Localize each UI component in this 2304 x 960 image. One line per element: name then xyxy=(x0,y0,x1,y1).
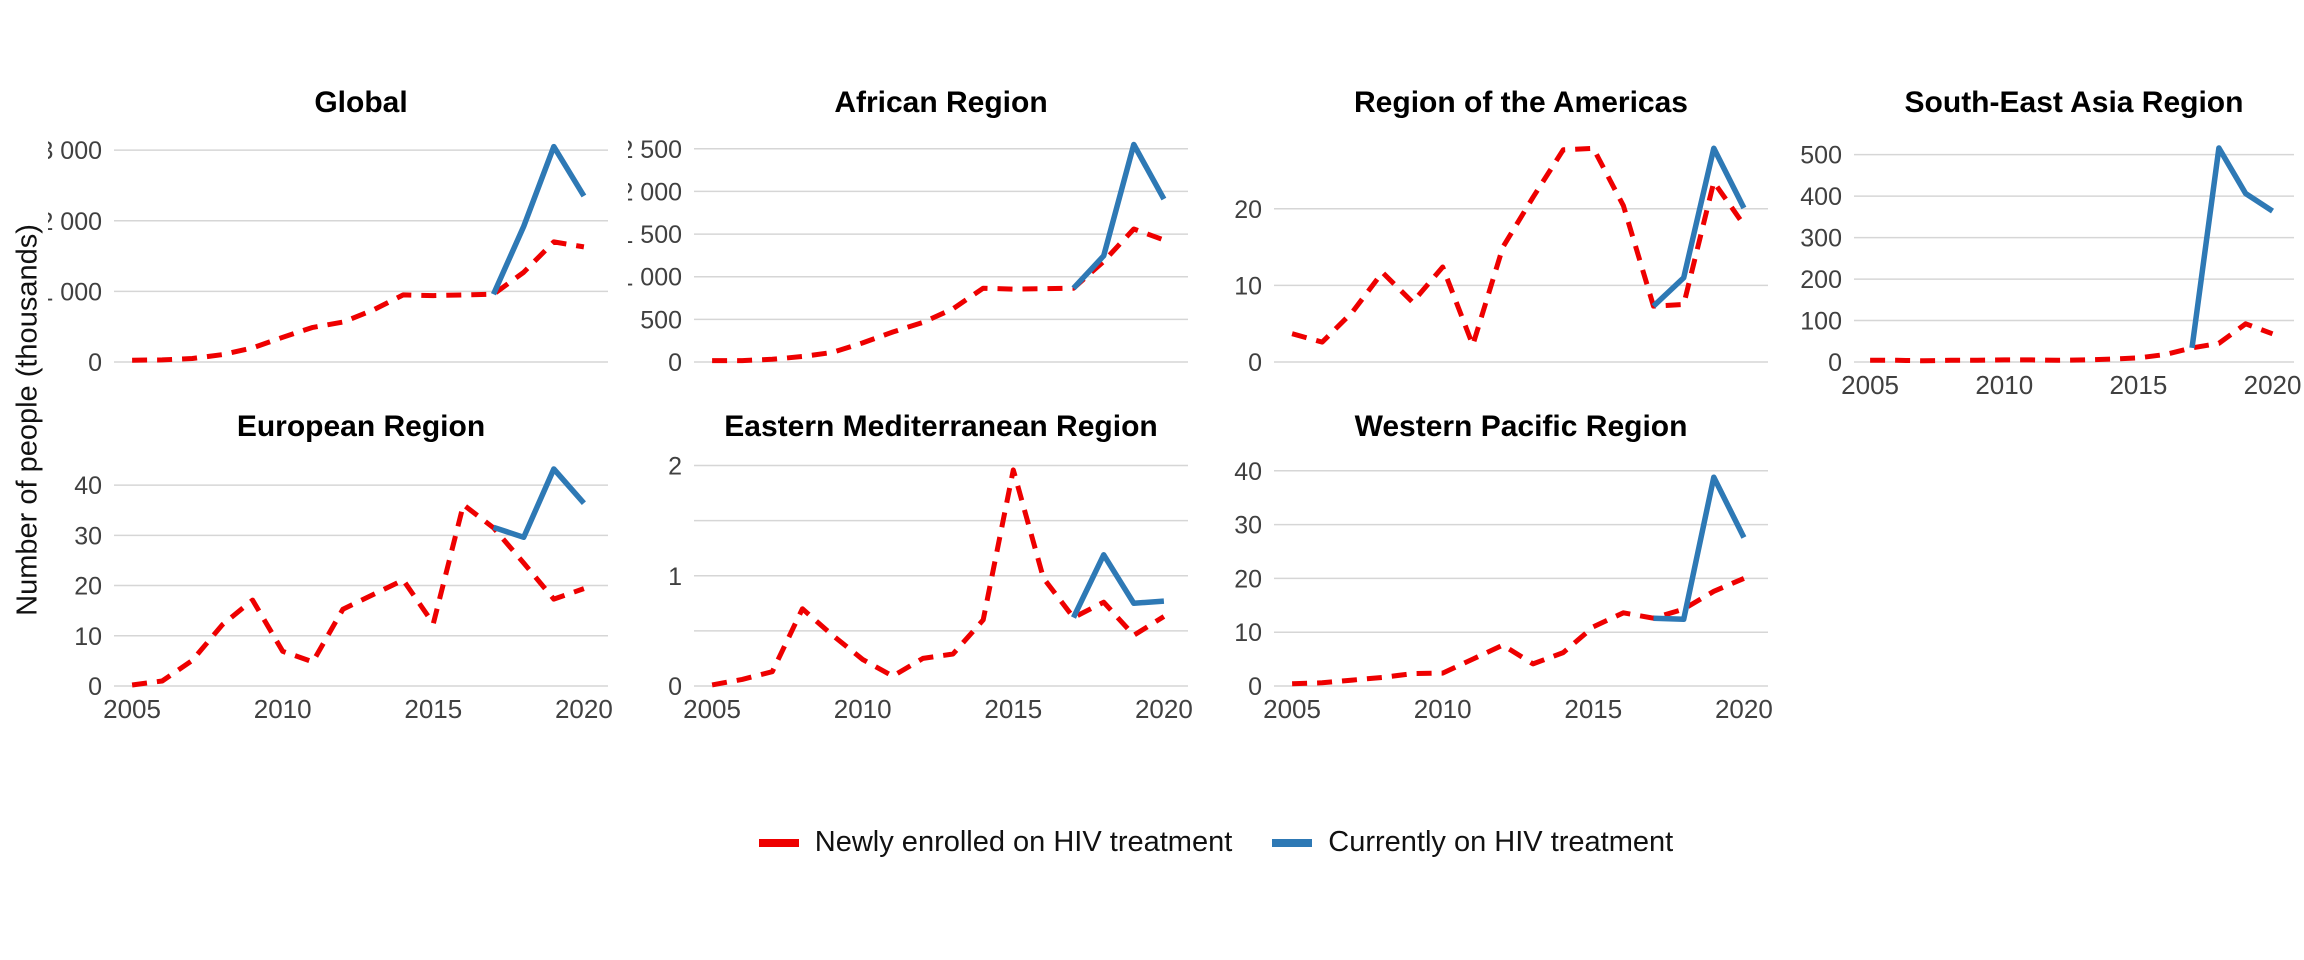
y-tick-label: 500 xyxy=(640,306,682,334)
panel-south-east-asia-region: South-East Asia Region 0 100 200 300 400 500 20… xyxy=(1788,84,2304,415)
y-tick-label: 40 xyxy=(1234,458,1262,486)
x-tick-label: 2005 xyxy=(683,694,741,724)
series-currently-on-treatment xyxy=(492,466,586,541)
series-currently-on-treatment xyxy=(2189,145,2275,349)
panel-chart: 0 10 20 xyxy=(1234,145,1768,377)
panel-title: South-East Asia Region xyxy=(1904,86,2244,119)
legend-key-currently-on-treatment xyxy=(1272,838,1313,847)
y-tick-label: 20 xyxy=(1234,196,1262,224)
x-tick-label: 2010 xyxy=(1414,694,1472,724)
y-tick-label: 20 xyxy=(74,573,102,601)
panel-chart: 0 1 2 2005 2010 2015 2020 xyxy=(668,453,1193,724)
y-tick-label: 0 xyxy=(668,673,682,701)
x-tick-label: 2015 xyxy=(404,694,462,724)
series-currently-on-treatment xyxy=(1071,141,1167,291)
y-tick-label: 1 000 xyxy=(48,278,102,306)
y-axis-label: Number of people (thousands) xyxy=(11,224,44,616)
panel-title: Global xyxy=(314,86,408,119)
y-tick-label: 2 000 xyxy=(628,178,682,206)
y-tick-label: 10 xyxy=(1234,272,1262,300)
y-tick-label: 40 xyxy=(74,472,102,500)
panel-title: African Region xyxy=(834,86,1048,119)
series-newly-enrolled xyxy=(711,467,1166,688)
y-tick-label: 0 xyxy=(1248,673,1262,701)
series-newly-enrolled xyxy=(1292,576,1745,687)
series-currently-on-treatment xyxy=(490,143,587,296)
x-tick-label: 2020 xyxy=(1715,694,1773,724)
panel-african-region: African Region 0 500 1 000 1 500 2 000 2 500 xyxy=(619,84,1198,379)
panel-chart: 0 1 000 2 000 3 000 xyxy=(39,137,608,377)
y-tick-label: 1 xyxy=(668,563,682,591)
y-tick-label: 2 000 xyxy=(48,208,102,236)
y-tick-label: 0 xyxy=(668,349,682,374)
series-newly-enrolled xyxy=(132,239,585,363)
panel-title: Eastern Mediterranean Region xyxy=(724,410,1158,443)
panel-title: Region of the Americas xyxy=(1354,86,1688,119)
x-tick-label: 2010 xyxy=(834,694,892,724)
y-tick-label: 0 xyxy=(88,673,102,701)
panel-chart: 0 500 1 000 1 500 2 000 2 500 xyxy=(619,136,1188,377)
x-tick-label: 2010 xyxy=(1975,370,2033,400)
legend-key-newly-enrolled xyxy=(758,838,799,847)
panel-chart: 0 10 20 30 40 2005 2010 2015 2020 xyxy=(74,466,613,724)
x-tick-label: 2020 xyxy=(555,694,613,724)
y-tick-label: 20 xyxy=(1234,565,1262,593)
x-tick-label: 2005 xyxy=(103,694,161,724)
legend-label-newly-enrolled: Newly enrolled on HIV treatment xyxy=(814,826,1233,858)
y-tick-label: 2 xyxy=(668,453,682,481)
series-currently-on-treatment xyxy=(1653,474,1747,623)
x-tick-label: 2005 xyxy=(1263,694,1321,724)
y-tick-label: 2 500 xyxy=(628,136,682,164)
y-tick-label: 30 xyxy=(1234,512,1262,540)
y-tick-label: 3 000 xyxy=(48,137,102,165)
panel-chart: 0 100 200 300 400 500 2005 2010 2015 2020 xyxy=(1800,142,2302,400)
y-tick-label: 400 xyxy=(1800,183,1842,211)
y-tick-label: 1 500 xyxy=(628,221,682,249)
x-tick-label: 2020 xyxy=(2244,370,2302,400)
series-newly-enrolled xyxy=(712,226,1165,364)
y-tick-label: 100 xyxy=(1800,308,1842,336)
x-tick-label: 2010 xyxy=(254,694,312,724)
x-tick-label: 2015 xyxy=(2109,370,2167,400)
series-currently-on-treatment xyxy=(1071,552,1165,619)
legend: Newly enrolled on HIV treatment Currentl… xyxy=(64,826,2304,859)
y-tick-label: 0 xyxy=(1248,349,1262,374)
y-tick-label: 0 xyxy=(1828,349,1842,377)
panel-european-region: European Region 0 10 20 30 40 2005 2010 2015 2020 xyxy=(48,408,618,739)
x-tick-label: 2015 xyxy=(1564,694,1622,724)
x-tick-label: 2015 xyxy=(984,694,1042,724)
y-tick-label: 1 000 xyxy=(628,264,682,292)
panel-eastern-mediterranean-region: Eastern Mediterranean Region 0 1 2 2005 2010 2… xyxy=(628,408,1198,739)
panel-chart: 0 10 20 30 40 2005 2010 2015 2020 xyxy=(1234,458,1773,724)
panel-western-pacific-region: Western Pacific Region 0 10 20 30 40 2005 2010 2… xyxy=(1208,408,1778,739)
x-tick-label: 2020 xyxy=(1135,694,1193,724)
series-newly-enrolled xyxy=(131,502,585,688)
series-newly-enrolled xyxy=(1291,145,1746,348)
y-tick-label: 200 xyxy=(1800,266,1842,294)
y-tick-label: 30 xyxy=(74,522,102,550)
series-currently-on-treatment xyxy=(1651,145,1747,309)
panel-title: Western Pacific Region xyxy=(1354,410,1688,443)
panel-global: Global 0 1 000 2 000 3 000 xyxy=(39,84,618,379)
legend-label-currently-on-treatment: Currently on HIV treatment xyxy=(1328,826,1674,858)
y-tick-label: 500 xyxy=(1800,142,1842,170)
y-tick-label: 300 xyxy=(1800,225,1842,253)
series-newly-enrolled xyxy=(1870,321,2274,364)
panel-region-of-the-americas: Region of the Americas 0 10 20 xyxy=(1208,84,1778,379)
y-tick-label: 10 xyxy=(74,623,102,651)
y-tick-label: 0 xyxy=(88,349,102,374)
panel-title: European Region xyxy=(236,410,486,443)
y-tick-label: 10 xyxy=(1234,619,1262,647)
x-tick-label: 2005 xyxy=(1841,370,1899,400)
